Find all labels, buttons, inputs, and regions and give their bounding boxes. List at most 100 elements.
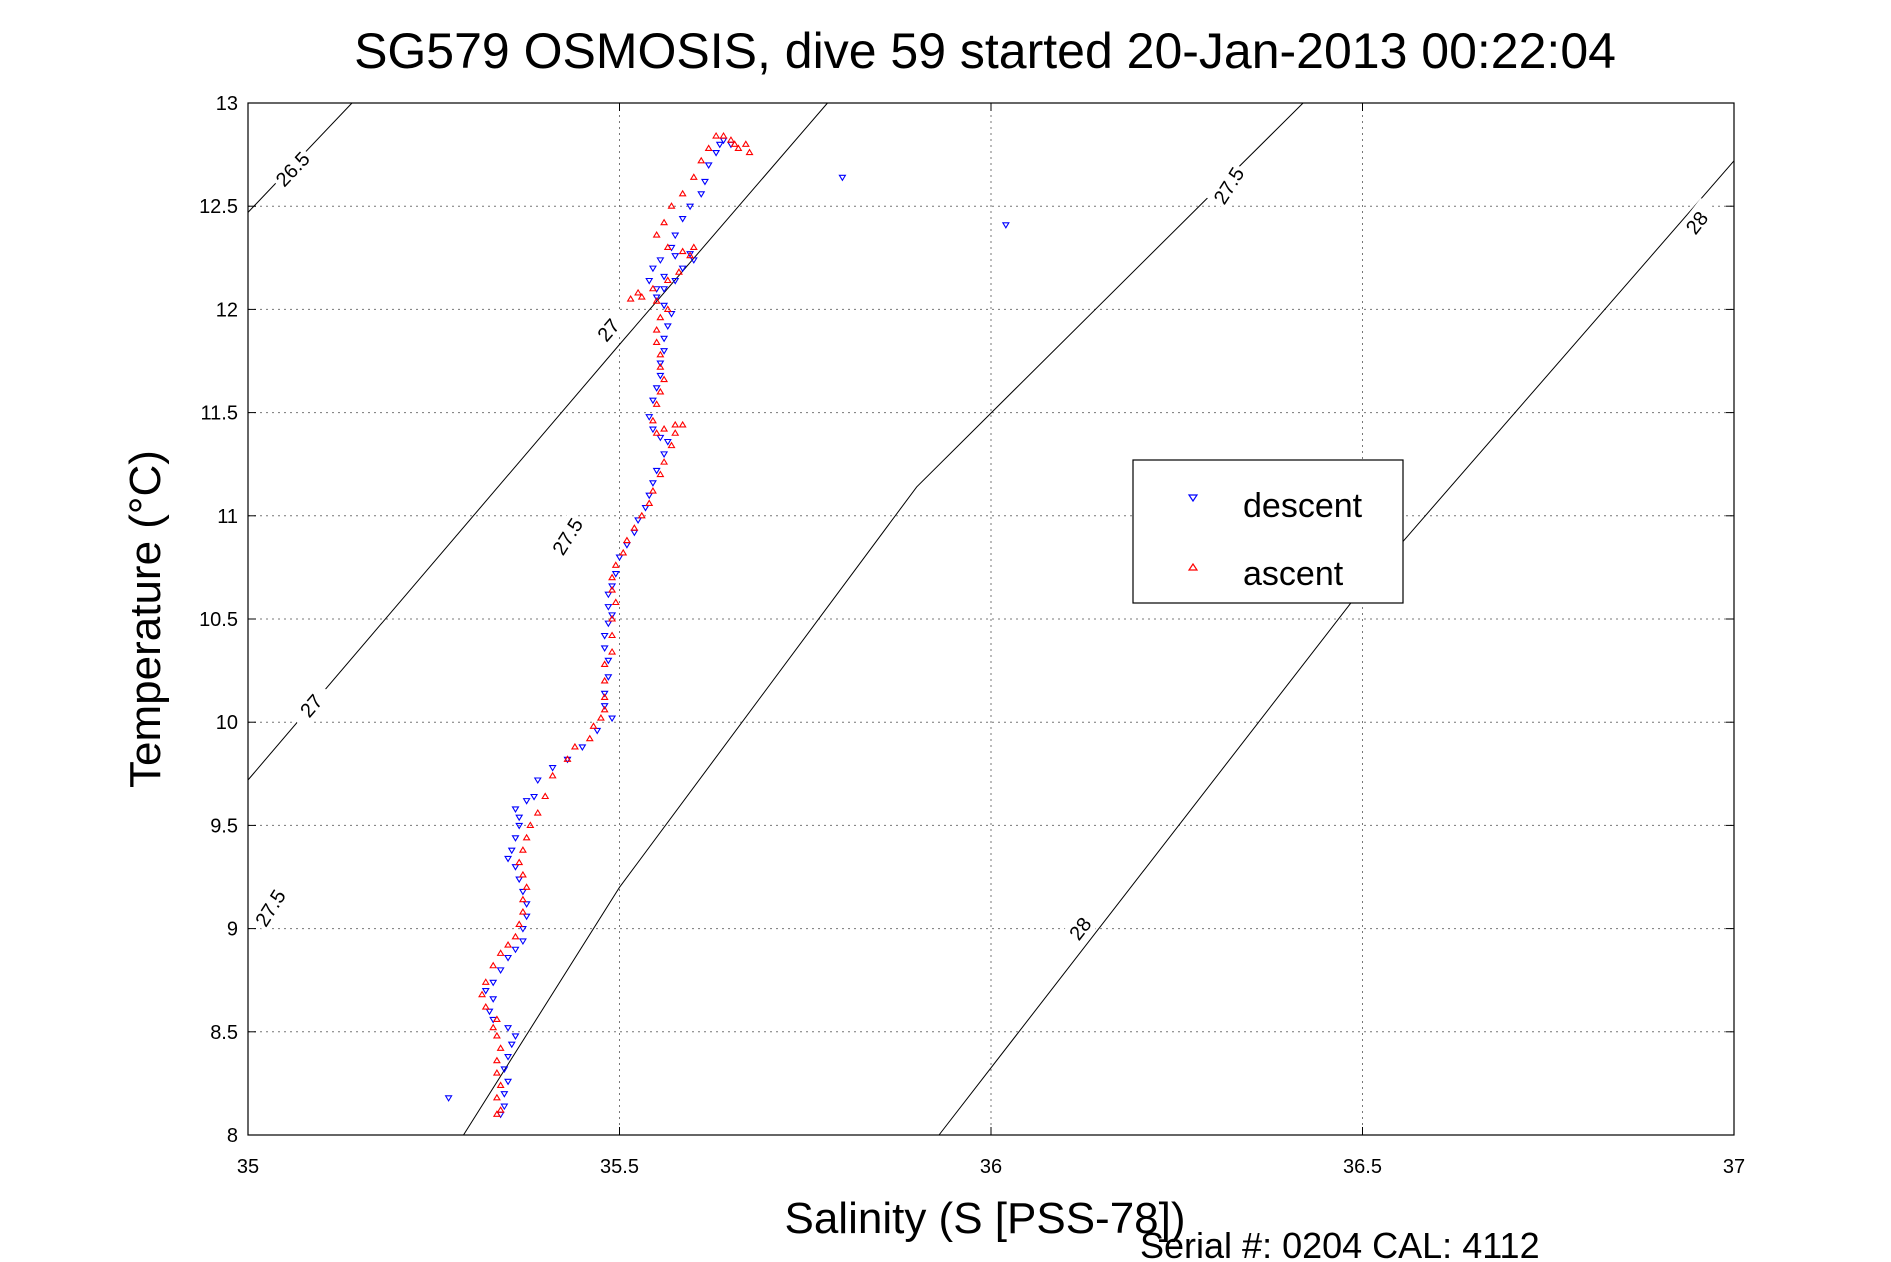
x-tick-label: 36: [980, 1156, 1002, 1178]
chart-title: SG579 OSMOSIS, dive 59 started 20-Jan-20…: [354, 23, 1616, 79]
ascent-point: [515, 920, 524, 928]
descent-point: [660, 451, 669, 458]
descent-point: [604, 674, 613, 681]
ascent-point: [518, 846, 527, 853]
descent-point: [678, 216, 687, 223]
ascent-point: [652, 429, 661, 436]
descent-point: [656, 257, 665, 264]
ascent-point: [648, 416, 657, 424]
y-axis-label: Temperature (°C): [121, 450, 170, 788]
legend-ascent-marker: [1187, 562, 1199, 571]
ascent-point: [660, 375, 669, 383]
ascent-point: [719, 131, 728, 139]
ascent-point: [656, 350, 665, 358]
ascent-point: [608, 647, 617, 655]
descent-point: [656, 360, 665, 368]
x-axis-label: Salinity (S [PSS-78]): [784, 1194, 1185, 1243]
ascent-point: [712, 131, 721, 139]
descent-point: [604, 657, 613, 665]
descent-point: [515, 814, 524, 822]
descent-point: [671, 253, 680, 260]
ascent-point: [589, 722, 598, 729]
ascent-point: [504, 941, 513, 948]
descent-point: [518, 938, 527, 946]
descent-point: [608, 612, 617, 619]
ascent-point: [652, 231, 661, 238]
ascent-point: [678, 420, 687, 428]
data-points: [444, 131, 1010, 1119]
y-tick-label: 12: [216, 299, 238, 321]
descent-point: [648, 397, 657, 405]
descent-point: [663, 438, 672, 446]
x-tick-label: 35.5: [600, 1156, 639, 1178]
ascent-point: [522, 883, 531, 890]
descent-point: [608, 583, 617, 591]
descent-point: [507, 847, 516, 855]
descent-point: [500, 1066, 509, 1074]
descent-point: [489, 996, 498, 1003]
legend-ascent-label: ascent: [1243, 555, 1344, 593]
ascent-point: [489, 1023, 498, 1031]
descent-point: [652, 467, 661, 475]
descent-point: [678, 265, 687, 273]
ascent-point: [667, 441, 676, 449]
ascent-point: [734, 144, 743, 151]
ascent-point: [600, 660, 609, 667]
descent-point: [489, 979, 498, 987]
x-tick-label: 37: [1723, 1156, 1745, 1178]
descent-point: [660, 302, 669, 310]
contour-label-bg: [584, 305, 632, 355]
descent-point: [1001, 222, 1010, 229]
descent-point: [648, 480, 657, 487]
legend-descent-label: descent: [1243, 487, 1363, 525]
ascent-point: [730, 140, 739, 147]
ascent-point: [656, 387, 665, 395]
descent-point: [600, 690, 609, 698]
descent-point: [504, 855, 513, 863]
ascent-point: [663, 276, 672, 284]
ascent-point: [622, 536, 631, 544]
y-tick-label: 10: [216, 712, 238, 734]
descent-point: [496, 967, 505, 974]
ascent-point: [518, 908, 527, 915]
y-tick-label: 9.5: [210, 815, 238, 837]
y-tick-label: 8: [227, 1125, 238, 1147]
ascent-point: [496, 1044, 505, 1051]
contour-label-bg: [1206, 160, 1251, 211]
ascent-point: [678, 247, 687, 255]
ascent-point: [652, 400, 661, 407]
descent-point: [500, 1103, 509, 1111]
ascent-point: [608, 573, 617, 581]
ascent-point: [611, 561, 620, 568]
descent-point: [530, 793, 539, 801]
descent-point: [504, 1054, 513, 1061]
descent-point: [715, 141, 724, 149]
descent-point: [511, 1033, 520, 1040]
ascent-point: [671, 420, 680, 428]
ascent-point: [656, 470, 665, 478]
ascent-point: [745, 148, 754, 156]
ascent-point: [648, 284, 657, 292]
ascent-point: [667, 202, 676, 209]
ascent-point: [660, 458, 669, 465]
descent-point: [608, 715, 617, 723]
ascent-point: [656, 313, 665, 321]
ascent-point: [608, 631, 617, 639]
ascent-point: [637, 511, 646, 519]
ascent-point: [608, 586, 617, 593]
ascent-point: [678, 189, 687, 197]
descent-point: [660, 273, 669, 281]
descent-point: [660, 286, 669, 293]
ascent-point: [645, 499, 654, 506]
ascent-point: [492, 1056, 501, 1064]
ascent-point: [492, 1015, 501, 1022]
y-tick-label: 11: [217, 506, 238, 528]
ascent-point: [492, 1110, 501, 1117]
ascent-point: [704, 144, 713, 151]
descent-point: [533, 777, 542, 785]
descent-point: [660, 335, 669, 343]
descent-point: [686, 203, 695, 211]
descent-point: [838, 174, 847, 182]
ascent-point: [648, 486, 657, 494]
x-tick-label: 36.5: [1343, 1156, 1382, 1178]
